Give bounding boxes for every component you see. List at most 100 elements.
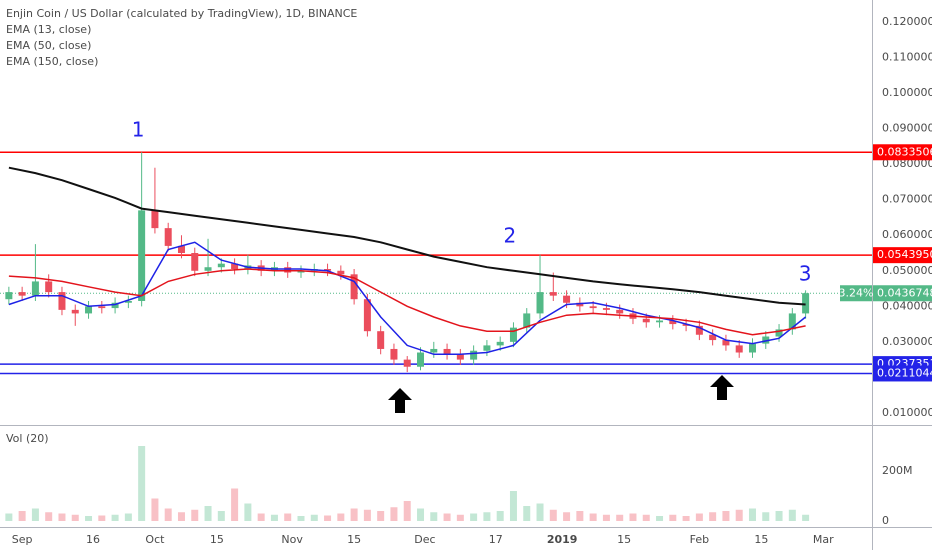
volume-bar [124,513,132,521]
candle-body [98,306,106,309]
level-label: 0.0543950 [877,248,932,261]
up-arrow [710,375,734,400]
candle-body [616,309,624,314]
volume-bar [244,503,252,521]
candle-body [496,341,504,346]
x-tick-label: 16 [86,533,100,546]
change-label: 3.24% [839,286,874,299]
candle-body [390,348,398,360]
volume-bar [656,516,664,521]
candle-body [523,313,531,328]
volume-bar [138,446,146,521]
volume-bar [231,488,239,521]
candle-body [164,228,172,246]
x-tick-label: 15 [617,533,631,546]
candle-body [483,345,491,351]
candle-body [443,348,451,355]
legend-entry: EMA (13, close) [6,23,91,36]
x-tick-label: Nov [281,533,303,546]
volume-bar [788,509,796,521]
candle-body [509,327,517,342]
volume-bar [377,511,385,521]
volume-bar [31,508,39,521]
volume-bar [390,507,398,521]
candle-body [430,348,438,353]
candle-body [549,292,557,296]
level-label-box [873,144,932,161]
volume-bar [602,514,610,521]
candle-body [151,210,159,229]
candle-body [324,269,332,271]
candle-body [762,336,770,344]
candle-body [297,270,305,273]
last-price-label: 0.0436748 [877,286,932,299]
x-tick-label: 15 [210,533,224,546]
volume-bar [257,513,265,521]
candle-body [775,329,783,337]
x-tick-label: 15 [754,533,768,546]
candle-body [5,292,13,300]
volume-bar [45,512,53,521]
volume-bar [164,508,172,521]
candle-body [417,352,425,367]
volume-bar [297,516,305,521]
y-tick-label: 0 [882,514,889,527]
volume-bar [695,513,703,521]
legend-entry: EMA (50, close) [6,39,91,52]
candle-body [284,267,292,273]
level-label: 0.0833506 [877,145,932,158]
chart-title: Enjin Coin / US Dollar (calculated by Tr… [6,7,357,20]
volume-bar [616,514,624,521]
volume-bar [509,491,517,521]
volume-bar [417,508,425,521]
ema-line [8,166,806,306]
candle-body [802,293,810,314]
volume-bar [629,513,637,521]
candle-body [58,292,66,310]
volume-bar [403,501,411,521]
candle-body [363,299,371,332]
x-tick-label: 15 [347,533,361,546]
candle-body [204,267,212,271]
last-price-box [873,285,932,302]
x-tick-label: Oct [145,533,165,546]
candle-body [602,308,610,310]
candle-body [695,325,703,335]
candle-body [138,210,146,301]
volume-bar [177,512,185,521]
volume-bar [350,508,358,521]
volume-bar [549,509,557,521]
volume-bar [748,508,756,521]
candle-body [85,306,93,314]
candle-body [576,302,584,307]
candle-body [748,343,756,353]
candle-body [589,306,597,309]
annotation: 3 [799,262,812,286]
ema-line [8,268,806,336]
volume-bar [71,514,79,521]
x-tick-label: Feb [690,533,709,546]
volume-bar [536,503,544,521]
candle-body [377,331,385,349]
volume-bar [443,513,451,521]
volume-bar [191,509,199,521]
candle-body [350,274,358,300]
volume-bar [337,513,345,521]
volume-bar [589,513,597,521]
volume-bar [496,511,504,521]
candle-body [682,324,690,326]
volume-bar [324,515,332,521]
volume-bar [310,514,318,521]
candle-body [403,359,411,367]
y-tick-label: 200M [882,464,913,477]
legend-entry: EMA (150, close) [6,55,98,68]
volume-bar [470,513,478,521]
candle-body [177,245,185,254]
candle-body [536,292,544,314]
level-label-box [873,365,932,382]
